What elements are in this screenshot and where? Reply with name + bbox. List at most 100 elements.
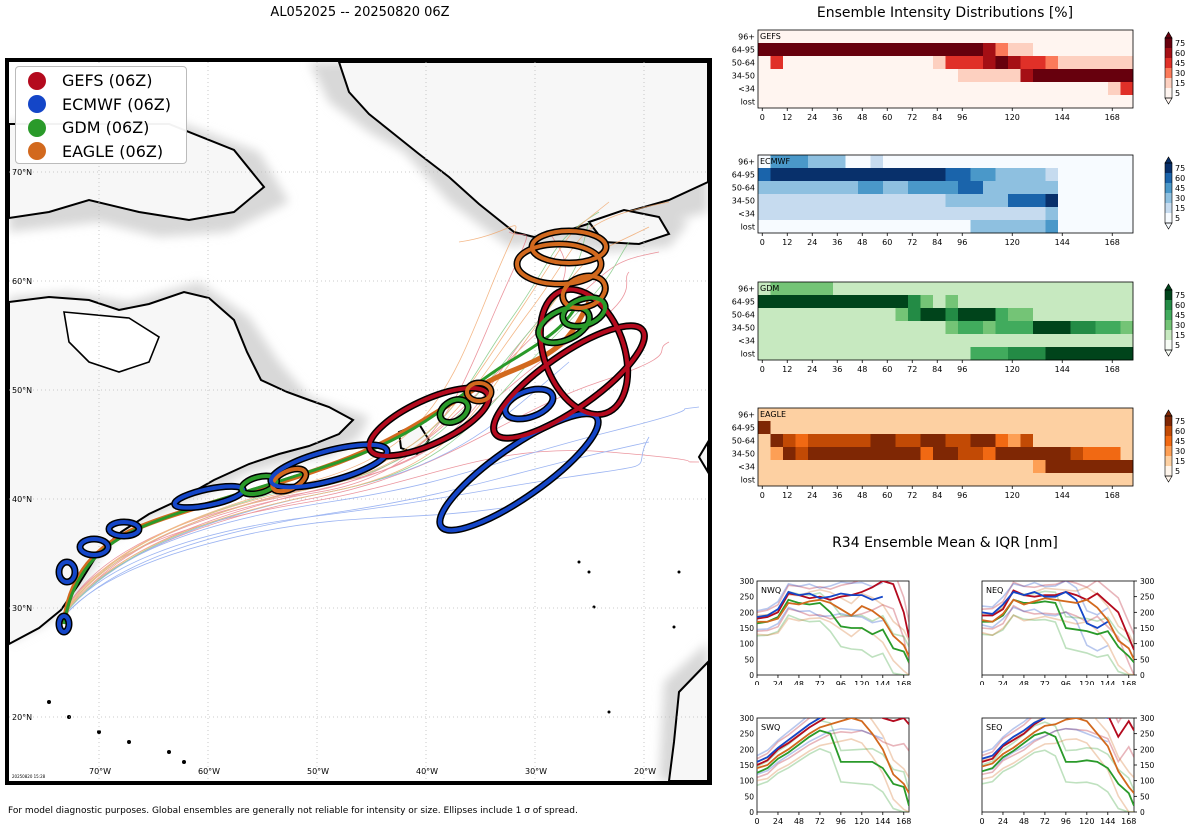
heat-cell	[1108, 82, 1121, 96]
y-tick-label: 200	[1140, 745, 1155, 754]
heat-cell	[933, 95, 946, 109]
colorbar-segment	[1165, 320, 1172, 330]
legend-swatch-gefs	[28, 71, 46, 90]
heat-cell	[1070, 56, 1084, 70]
series-iqr-line	[757, 729, 909, 779]
heat-cell	[783, 434, 796, 448]
heat-cell	[795, 408, 809, 422]
heat-cell	[920, 220, 934, 234]
series-iqr-line	[982, 606, 1109, 652]
r34-nwq: 0 24 48 72 96 120 144 168 0 50 100 150 200 250 300 NWQ	[740, 575, 920, 685]
heat-cell	[758, 168, 771, 182]
heat-cell	[808, 434, 821, 448]
heat-cell	[1045, 434, 1059, 448]
heat-cell	[895, 168, 909, 182]
heat-cell	[983, 460, 996, 474]
series-group	[982, 718, 1134, 812]
heat-cell	[758, 56, 771, 70]
heat-cell	[908, 460, 921, 474]
heat-cell	[1020, 347, 1034, 361]
heat-cell	[870, 181, 884, 195]
heat-cell	[983, 43, 996, 57]
heat-cell	[770, 56, 784, 70]
heat-cell	[1033, 347, 1046, 361]
series-iqr-line	[757, 606, 883, 631]
x-tick-label: 120	[1005, 365, 1020, 374]
heat-cell	[870, 473, 884, 487]
heat-cell	[1108, 473, 1121, 487]
heat-cell	[983, 347, 996, 361]
heat-cell	[1120, 295, 1134, 309]
series-group	[982, 581, 1134, 675]
heat-cell	[833, 460, 846, 474]
heat-cell	[1070, 155, 1084, 169]
legend: GEFS (06Z) ECMWF (06Z) GDM (06Z) EAGLE (…	[15, 66, 187, 164]
series-line	[757, 718, 909, 794]
heat-cell	[995, 207, 1009, 221]
heat-cell	[1045, 69, 1059, 83]
heat-cell	[958, 347, 971, 361]
heat-cell	[920, 207, 934, 221]
heat-cell	[1108, 56, 1121, 70]
heat-cell	[958, 69, 971, 83]
x-tick-label: 144	[1100, 680, 1115, 685]
heat-cell	[933, 447, 946, 461]
heat-cell	[1083, 408, 1096, 422]
colorbar-segment	[1165, 330, 1172, 340]
series-line	[757, 718, 909, 766]
heat-cell	[1108, 434, 1121, 448]
heat-cell	[933, 295, 946, 309]
heat-cell	[758, 308, 771, 322]
heat-cell	[858, 408, 871, 422]
heat-cell	[1108, 421, 1121, 435]
heat-cell	[1008, 56, 1021, 70]
heat-cell	[1058, 282, 1071, 296]
heat-cell	[920, 43, 934, 57]
x-tick-label: 168	[896, 680, 911, 685]
heat-cell	[920, 155, 934, 169]
heat-cell	[1033, 56, 1046, 70]
row-label: 34-50	[732, 324, 755, 333]
heat-cell	[1045, 447, 1059, 461]
row-label: <34	[738, 463, 755, 472]
heat-cell	[770, 220, 784, 234]
heat-cell	[808, 408, 821, 422]
heat-cell	[1120, 347, 1134, 361]
x-tick-label: 144	[1100, 817, 1115, 826]
heat-cell	[933, 408, 946, 422]
heat-cell	[870, 321, 884, 335]
heat-cell	[1083, 308, 1096, 322]
heat-cell	[858, 282, 871, 296]
colorbar-tick-label: 60	[1175, 174, 1185, 183]
y-tick-label: 200	[740, 745, 754, 754]
heat-cell	[783, 56, 796, 70]
heat-cell	[870, 460, 884, 474]
heat-cell	[1008, 155, 1021, 169]
colorbar-segment	[1165, 446, 1172, 456]
heat-cell	[895, 321, 909, 335]
model-label: EAGLE	[760, 410, 786, 419]
heat-cell	[1008, 282, 1021, 296]
heat-cell	[770, 334, 784, 348]
heat-cell	[1108, 334, 1121, 348]
lon-label-50: 50°W	[307, 767, 329, 776]
heat-cell	[1058, 181, 1071, 195]
heat-cell	[995, 43, 1009, 57]
heat-cell	[845, 30, 859, 44]
x-tick-label: 168	[1105, 365, 1120, 374]
heat-cell	[933, 421, 946, 435]
heat-cell	[1033, 220, 1046, 234]
heat-cell	[920, 168, 934, 182]
colorbar-tick-label: 60	[1175, 427, 1185, 436]
heat-cell	[783, 473, 796, 487]
heat-cell	[945, 168, 959, 182]
heat-cell	[833, 155, 846, 169]
heat-cell	[1083, 194, 1096, 208]
heat-cell	[995, 308, 1009, 322]
heat-cell	[808, 295, 821, 309]
heat-cell	[970, 220, 984, 234]
heat-cell	[783, 334, 796, 348]
heatmap-gefs: 96+ 64-95 50-64 34-50 <34 lost 0 12 24 36 48 60 72 84…	[720, 25, 1200, 125]
series-iqr-line	[757, 747, 909, 812]
heat-cell	[1045, 43, 1059, 57]
